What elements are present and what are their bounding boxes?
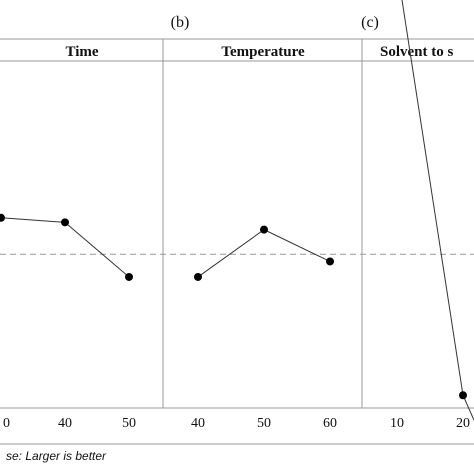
series-segment-p2-1 bbox=[197, 229, 265, 278]
series-layer bbox=[0, 0, 474, 421]
panel-title-solvent: Solvent to s bbox=[380, 44, 454, 60]
x-tick-label-p1-2: 40 bbox=[58, 416, 72, 431]
data-point-p2-3 bbox=[326, 257, 334, 266]
series-segment-p1-1 bbox=[0, 217, 66, 223]
data-point-p2-1 bbox=[194, 272, 202, 281]
data-point-p1-1 bbox=[0, 213, 5, 222]
data-point-p1-3 bbox=[125, 272, 133, 281]
panel-title-temperature: Temperature bbox=[221, 44, 305, 60]
x-tick-label-p1-3: 50 bbox=[122, 416, 136, 431]
footnote: se: Larger is better bbox=[6, 449, 107, 463]
x-tick-label-p2-1: 40 bbox=[191, 416, 205, 431]
x-tick-label-p2-3: 60 bbox=[323, 416, 337, 431]
panel-title-time: Time bbox=[65, 44, 98, 60]
series-segment-p2-2 bbox=[263, 229, 331, 262]
x-tick-label-p3-2: 20 bbox=[456, 416, 470, 431]
panel-letter-c: (c) bbox=[361, 14, 379, 31]
series-segment-p3-1 bbox=[401, 0, 464, 396]
x-tick-label-p1-1: 0 bbox=[3, 416, 10, 431]
x-tick-label-p3-1: 10 bbox=[390, 416, 404, 431]
data-point-p2-2 bbox=[260, 225, 268, 234]
x-tick-label-p2-2: 50 bbox=[257, 416, 271, 431]
data-point-p3-2 bbox=[459, 391, 467, 400]
tick-layer: 0 40 50 40 50 60 10 20 bbox=[3, 416, 470, 431]
data-point-p1-2 bbox=[61, 218, 69, 227]
series-segment-p3-continuation bbox=[462, 395, 474, 421]
panel-letter-b: (b) bbox=[171, 14, 190, 31]
series-segment-p1-2 bbox=[64, 221, 130, 278]
